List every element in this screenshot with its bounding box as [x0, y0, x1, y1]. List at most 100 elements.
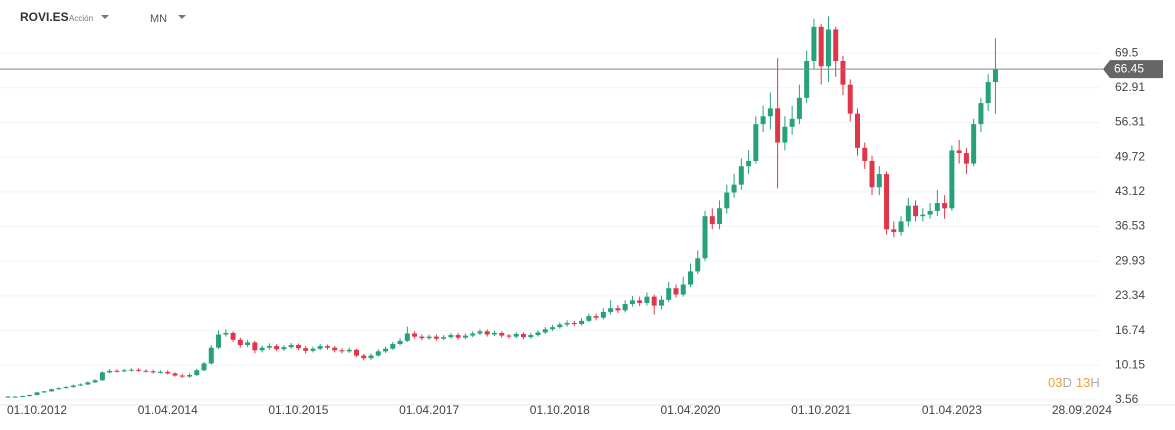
candle-body — [782, 126, 788, 143]
candle-body — [433, 336, 439, 339]
candle-body — [695, 258, 701, 272]
axes: 3.56 10.15 16.74 23.34 29.93 36.53 43.12 49.72 5… — [0, 45, 1175, 417]
candle-body — [354, 349, 360, 356]
candle-body — [579, 320, 585, 325]
candle-body — [332, 347, 338, 351]
candle-body — [114, 370, 120, 372]
candle-body — [927, 210, 933, 215]
candle-body — [266, 346, 272, 348]
candle-body — [12, 396, 18, 398]
candle-body — [470, 333, 476, 336]
candle-body — [310, 348, 316, 351]
candle-body — [862, 147, 868, 161]
candle-body — [20, 396, 26, 398]
candle-body — [288, 345, 294, 348]
symbol[interactable]: ROVI.ES — [20, 10, 69, 24]
candle-body — [128, 369, 134, 371]
candle-body — [397, 340, 403, 344]
candle-body — [971, 124, 977, 164]
candle-body — [905, 205, 911, 222]
candle-body — [259, 347, 265, 351]
candle-body — [78, 384, 84, 386]
candle-body — [702, 216, 708, 259]
candle-body — [143, 370, 149, 372]
candle-body — [586, 316, 592, 321]
candle-body — [789, 118, 795, 127]
candle-body — [920, 214, 926, 217]
y-tick-label: 29.93 — [1115, 253, 1145, 267]
candle-body — [840, 61, 846, 85]
candle-body — [172, 373, 178, 376]
candle-body — [767, 108, 773, 117]
candle-body — [375, 351, 381, 356]
candle-body — [804, 61, 810, 98]
candle-body — [753, 124, 759, 161]
candle-body — [5, 396, 11, 398]
y-tick-label: 16.74 — [1115, 323, 1145, 337]
candle-body — [608, 308, 614, 312]
candle-body — [687, 271, 693, 285]
candle-body — [121, 370, 127, 372]
candle-body — [390, 343, 396, 349]
candle-body — [593, 316, 599, 318]
candle-body — [27, 395, 33, 397]
candle-body — [520, 333, 526, 338]
y-tick-label: 43.12 — [1115, 184, 1145, 198]
candle-body — [775, 108, 781, 143]
candle-body — [462, 335, 468, 338]
candle-body — [346, 349, 352, 352]
candle-body — [70, 385, 76, 388]
candle-body — [513, 333, 519, 337]
candle-body — [150, 371, 156, 373]
candle-body — [673, 288, 679, 295]
candle-body — [992, 69, 998, 83]
candle-body — [201, 363, 207, 371]
candle-body — [92, 380, 98, 383]
candle-body — [506, 335, 512, 337]
candle-body — [245, 342, 251, 346]
candle-body — [833, 29, 839, 62]
candle-body — [956, 150, 962, 154]
candle-body — [854, 113, 860, 148]
candle-body — [295, 345, 301, 349]
candle-body — [56, 388, 62, 390]
candle-body — [884, 174, 890, 230]
candle-body — [796, 97, 802, 119]
candle-body — [898, 221, 904, 232]
timeframe[interactable]: MN — [150, 13, 167, 25]
candle-body — [455, 335, 461, 338]
last-price-label: 66.45 — [1114, 61, 1144, 75]
x-tick-label: 01.10.2018 — [530, 403, 590, 417]
candle-body — [426, 336, 432, 339]
x-tick-label: 01.10.2021 — [791, 403, 851, 417]
countdown-days-unit: D — [1062, 375, 1071, 390]
symbol-dropdown[interactable] — [101, 15, 109, 19]
candle-body — [738, 166, 744, 185]
candle-body — [811, 26, 817, 62]
candle-body — [237, 339, 243, 346]
candle-body — [978, 103, 984, 125]
candle-body — [317, 346, 323, 349]
candle-body — [303, 348, 309, 351]
candle-body — [934, 203, 940, 211]
last-price-tag — [1103, 60, 1163, 79]
timeframe-dropdown[interactable] — [178, 15, 186, 19]
candle-body — [557, 324, 563, 328]
x-tick-label: 01.10.2012 — [7, 403, 67, 417]
candle-body — [571, 322, 577, 325]
y-tick-label: 3.56 — [1115, 392, 1139, 406]
x-tick-label: 01.04.2014 — [138, 403, 198, 417]
x-tick-label: 01.04.2017 — [399, 403, 459, 417]
candle-body — [230, 332, 236, 340]
candle-body — [746, 160, 752, 167]
y-tick-label: 62.91 — [1115, 80, 1145, 94]
candle-body — [491, 332, 497, 335]
candle-body — [361, 355, 367, 359]
candle-body — [680, 284, 686, 295]
candle-body — [658, 299, 664, 306]
candle-body — [49, 389, 55, 392]
y-tick-label: 36.53 — [1115, 219, 1145, 233]
candle-body — [412, 333, 418, 337]
